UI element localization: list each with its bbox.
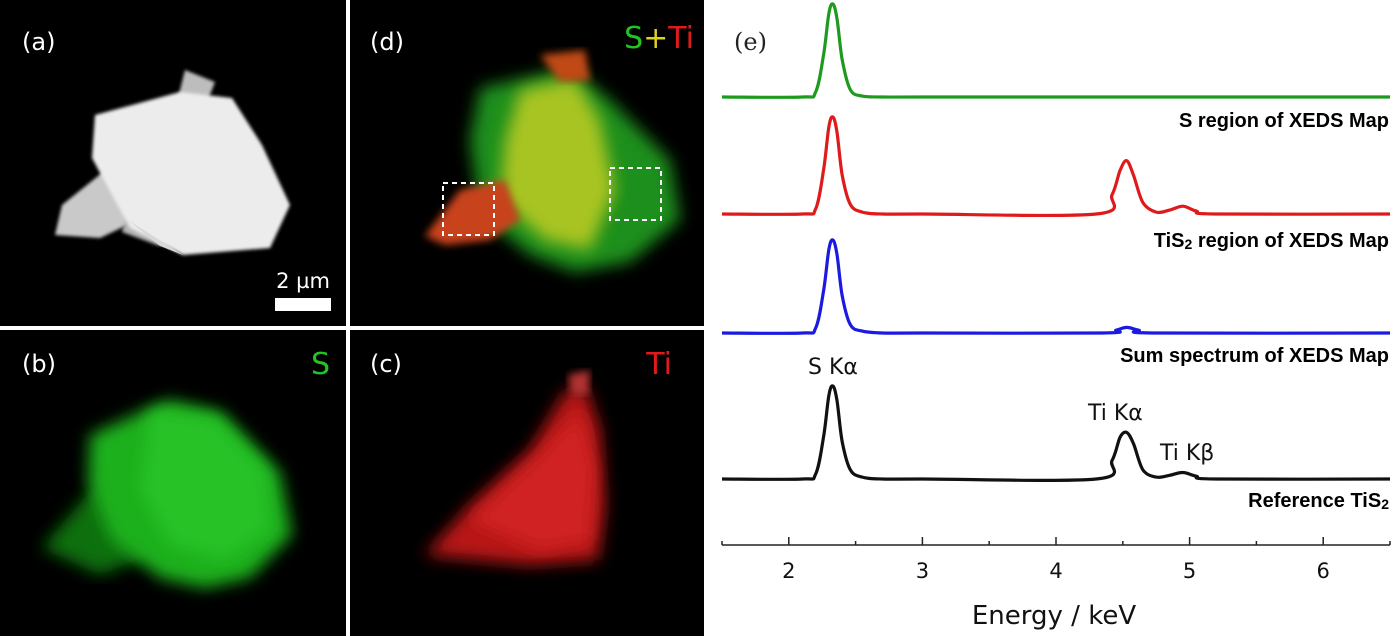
overlay-ti-part: Ti	[667, 21, 694, 56]
panel-d-element-label: S+Ti	[624, 21, 694, 56]
x-tick-label: 2	[782, 559, 795, 583]
panel-c-label: (c)	[370, 350, 402, 378]
panel-divider-horizontal	[0, 326, 704, 330]
panel-c-ti-map	[425, 370, 605, 565]
x-tick-label: 6	[1317, 559, 1330, 583]
series-sum-spectrum	[721, 238, 1391, 335]
peak-label-s-kalpha: S Kα	[808, 355, 858, 380]
overlay-s-part: S	[624, 21, 643, 56]
series-label-tis2-region: TiS2 region of XEDS Map	[1154, 230, 1389, 252]
panel-b-label: (b)	[22, 350, 56, 378]
panel-a-label: (a)	[22, 28, 55, 56]
panel-b-element-label: S	[311, 347, 330, 382]
spectra-chart: (e) S region of XEDS Map TiS2 region of …	[721, 2, 1391, 631]
scale-bar-label: 2 µm	[276, 269, 330, 293]
panel-c-element-label: Ti	[645, 347, 672, 382]
peak-label-ti-kalpha: Ti Kα	[1087, 401, 1143, 426]
x-tick-label: 3	[916, 559, 929, 583]
panel-b-s-map	[42, 400, 292, 588]
ti-region-box	[442, 182, 495, 236]
panel-a-haadf-image	[55, 70, 290, 255]
series-reference-tis2	[721, 384, 1391, 482]
series-tis2-region	[721, 115, 1391, 218]
series-layer	[721, 2, 1391, 482]
x-tick-label: 4	[1049, 559, 1062, 583]
series-label-sum-spectrum: Sum spectrum of XEDS Map	[1120, 345, 1389, 367]
panel-e-label: (e)	[734, 28, 767, 56]
series-label-s-region: S region of XEDS Map	[1179, 110, 1389, 132]
x-axis-title: Energy / keV	[972, 601, 1136, 631]
panel-divider-vertical	[346, 0, 350, 636]
series-label-reference: Reference TiS2	[1248, 490, 1389, 512]
x-axis-ticks: 2 3 4 5 6	[721, 537, 1391, 583]
peak-label-ti-kbeta: Ti Kβ	[1159, 441, 1214, 466]
s-region-box	[609, 167, 662, 221]
series-s-region	[721, 2, 1390, 99]
panel-d-label: (d)	[370, 28, 404, 56]
overlay-plus-part: +	[643, 21, 668, 56]
x-tick-label: 5	[1183, 559, 1196, 583]
micrograph-panels: (a) 2 µm (d) S+Ti (b) S (c)	[0, 0, 704, 636]
scale-bar	[275, 298, 331, 311]
